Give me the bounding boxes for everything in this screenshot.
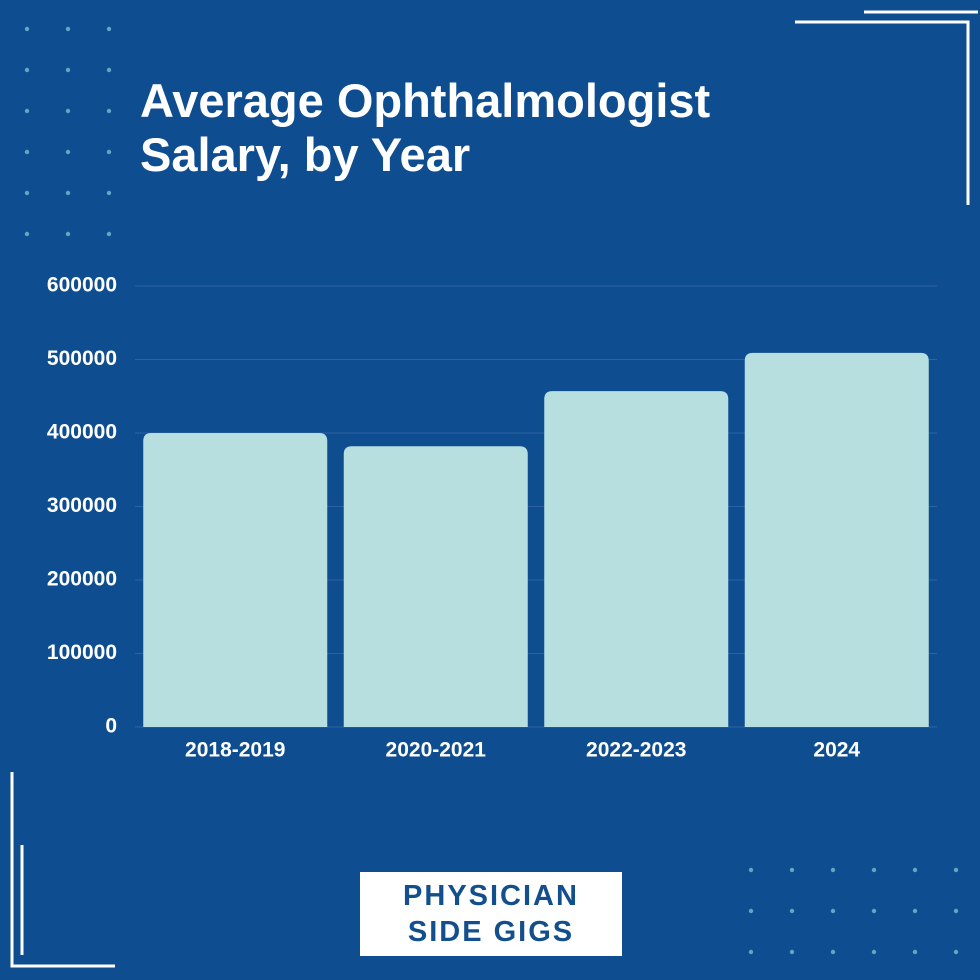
x-tick-label: 2024: [813, 739, 860, 762]
deco-dot: [789, 867, 795, 873]
deco-dot: [953, 949, 959, 955]
y-tick-label: 300000: [47, 494, 117, 517]
deco-dot: [106, 108, 112, 114]
y-tick-label: 500000: [47, 347, 117, 370]
bar: [544, 391, 729, 727]
deco-dot: [24, 190, 30, 196]
deco-dot: [24, 67, 30, 73]
deco-dot: [871, 908, 877, 914]
deco-dot: [106, 190, 112, 196]
deco-dot: [65, 190, 71, 196]
deco-dot: [748, 949, 754, 955]
bar: [143, 433, 328, 727]
deco-dot: [65, 26, 71, 32]
deco-dot: [912, 949, 918, 955]
deco-dot: [24, 26, 30, 32]
y-tick-label: 600000: [47, 274, 117, 297]
bar: [744, 352, 929, 727]
chart-title: Average Ophthalmologist Salary, by Year: [140, 74, 711, 181]
deco-dot: [106, 26, 112, 32]
brand-line: PHYSICIAN: [403, 880, 579, 912]
y-tick-label: 400000: [47, 421, 117, 444]
brand-line: SIDE GIGS: [407, 916, 575, 948]
brand-logo: PHYSICIAN SIDE GIGS: [360, 872, 622, 956]
x-tick-label: 2020-2021: [386, 739, 487, 762]
bar: [343, 446, 528, 727]
deco-dot: [65, 231, 71, 237]
deco-dot: [830, 867, 836, 873]
x-tick-label: 2022-2023: [586, 739, 686, 762]
deco-dot: [106, 67, 112, 73]
deco-dot: [871, 867, 877, 873]
deco-dot: [912, 908, 918, 914]
deco-dot: [830, 949, 836, 955]
deco-dot: [65, 67, 71, 73]
y-tick-label: 100000: [47, 641, 117, 664]
deco-dot: [953, 908, 959, 914]
y-tick-label: 200000: [47, 568, 117, 591]
deco-dot: [24, 231, 30, 237]
decoration: [10, 10, 978, 968]
deco-dot: [912, 867, 918, 873]
x-tick-label: 2018-2019: [185, 739, 285, 762]
deco-dot: [106, 231, 112, 237]
deco-dot: [748, 908, 754, 914]
deco-dot: [65, 108, 71, 114]
deco-dot: [106, 149, 112, 155]
y-tick-label: 0: [105, 715, 117, 738]
deco-dot: [748, 867, 754, 873]
deco-dot: [789, 949, 795, 955]
deco-dot: [830, 908, 836, 914]
deco-dot: [789, 908, 795, 914]
deco-dot: [953, 867, 959, 873]
deco-dot: [871, 949, 877, 955]
deco-dot: [24, 149, 30, 155]
deco-dot: [24, 108, 30, 114]
deco-dot: [65, 149, 71, 155]
